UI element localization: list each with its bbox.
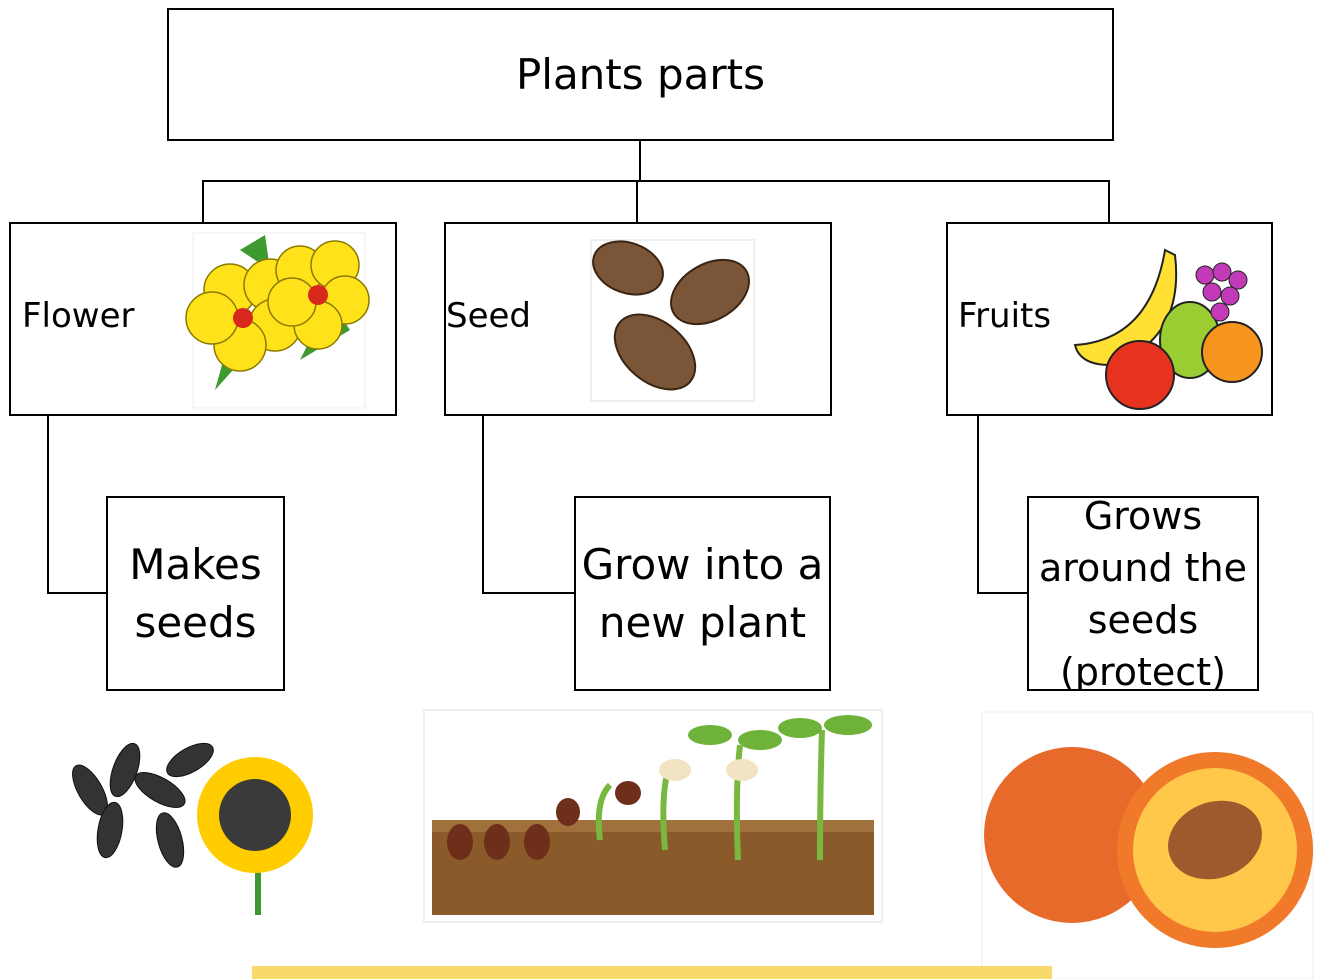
description: Grow into a new plant [576, 536, 829, 652]
highlight-bar [252, 966, 1052, 979]
artwork [0, 0, 1320, 979]
node-label: Fruits [958, 296, 1051, 336]
description: Grows around the seeds (protect) [1029, 496, 1257, 691]
diagram: Plants parts Flower Seed Fruits Makes se… [0, 0, 1320, 979]
germination-image [424, 710, 882, 922]
description-box: Grows around the seeds (protect) [1027, 496, 1259, 691]
node-label: Seed [446, 296, 531, 336]
description-box: Makes seeds [106, 496, 285, 691]
node-label: Flower [22, 296, 135, 336]
title: Plants parts [516, 50, 765, 99]
title-box: Plants parts [167, 8, 1114, 141]
peach-image [982, 712, 1313, 979]
description: Makes seeds [108, 536, 283, 652]
description-box: Grow into a new plant [574, 496, 831, 691]
sunflower-image [62, 712, 324, 916]
